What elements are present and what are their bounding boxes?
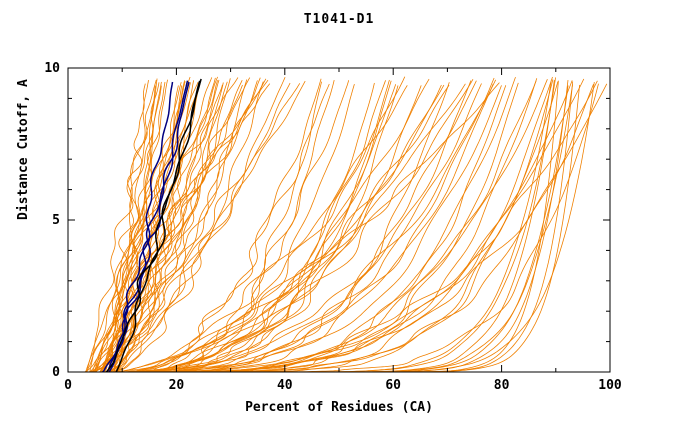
curve-mid-predictions bbox=[144, 80, 477, 372]
curve-flat-predictions bbox=[190, 84, 580, 372]
curve-good-predictions bbox=[114, 82, 291, 372]
x-tick-label: 60 bbox=[385, 378, 401, 393]
curve-good-predictions bbox=[109, 81, 228, 372]
curve-mid-predictions bbox=[123, 78, 322, 372]
curve-good-predictions bbox=[89, 80, 258, 372]
curve-flat-predictions bbox=[141, 81, 574, 372]
curve-mid-predictions bbox=[132, 83, 355, 372]
curve-good-predictions bbox=[113, 83, 146, 372]
curve-mid-predictions bbox=[145, 84, 450, 372]
curve-mid-predictions bbox=[113, 82, 500, 372]
curve-good-predictions bbox=[104, 84, 243, 372]
y-tick-label: 0 bbox=[52, 365, 60, 380]
y-tick-label: 10 bbox=[44, 61, 60, 76]
curve-good-predictions bbox=[104, 82, 224, 372]
curve-good-predictions bbox=[89, 76, 218, 372]
curve-mid-predictions bbox=[110, 80, 392, 372]
curve-good-predictions bbox=[93, 85, 156, 372]
curve-good-predictions bbox=[107, 85, 183, 372]
curve-good-predictions bbox=[116, 80, 218, 372]
curve-mid-predictions bbox=[131, 80, 386, 372]
curves-group bbox=[84, 76, 608, 372]
curve-good-predictions bbox=[111, 79, 248, 372]
curve-poor-predictions bbox=[173, 85, 507, 372]
curve-good-predictions bbox=[100, 78, 267, 372]
curve-good-predictions bbox=[104, 79, 168, 372]
curve-mid-predictions bbox=[117, 83, 466, 372]
x-tick-label: 0 bbox=[64, 378, 72, 393]
curve-mid-predictions bbox=[99, 84, 397, 372]
curve-reference-black bbox=[105, 80, 201, 372]
curve-poor-predictions bbox=[145, 79, 554, 372]
x-tick-label: 80 bbox=[494, 378, 510, 393]
curve-mid-predictions bbox=[130, 79, 474, 372]
x-tick-label: 40 bbox=[277, 378, 293, 393]
curve-good-predictions bbox=[90, 81, 162, 372]
curve-good-predictions bbox=[98, 82, 191, 372]
y-tick-label: 5 bbox=[52, 213, 60, 228]
curve-poor-predictions bbox=[175, 83, 599, 372]
curve-good-predictions bbox=[92, 82, 182, 372]
curve-mid-predictions bbox=[138, 80, 350, 372]
curve-reference-black bbox=[115, 78, 202, 372]
curve-flat-predictions bbox=[147, 80, 559, 372]
curve-good-predictions bbox=[108, 82, 160, 372]
curve-mid-predictions bbox=[103, 78, 430, 372]
curve-good-predictions bbox=[105, 78, 231, 372]
chart-title: T1041-D1 bbox=[303, 12, 375, 27]
curve-good-predictions bbox=[94, 79, 269, 372]
x-axis-label: Percent of Residues (CA) bbox=[245, 400, 433, 415]
curve-poor-predictions bbox=[174, 80, 537, 372]
curve-reference-navy bbox=[102, 80, 189, 372]
curve-reference-navy bbox=[108, 81, 174, 372]
x-tick-label: 20 bbox=[169, 378, 185, 393]
curve-poor-predictions bbox=[127, 79, 548, 372]
curve-poor-predictions bbox=[144, 78, 585, 372]
curve-good-predictions bbox=[114, 77, 261, 372]
curve-good-predictions bbox=[110, 81, 264, 372]
x-tick-label: 100 bbox=[598, 378, 622, 393]
curve-mid-predictions bbox=[144, 83, 330, 372]
curve-flat-predictions bbox=[151, 77, 556, 372]
curve-good-predictions bbox=[89, 79, 157, 372]
curve-flat-predictions bbox=[215, 84, 573, 372]
curve-good-predictions bbox=[85, 76, 191, 372]
curve-good-predictions bbox=[111, 77, 216, 372]
curve-mid-predictions bbox=[131, 83, 482, 372]
